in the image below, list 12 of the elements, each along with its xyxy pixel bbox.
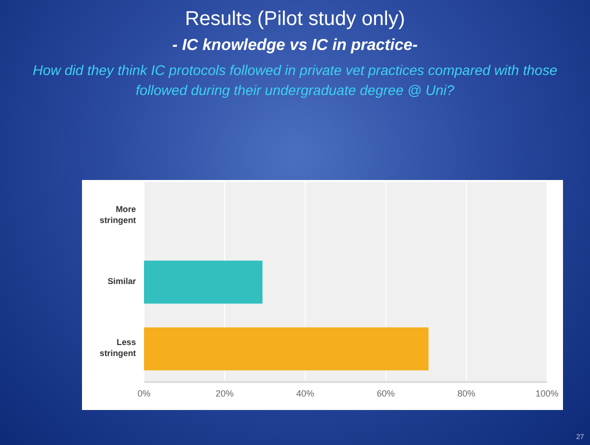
x-tick-label: 40%	[296, 388, 314, 398]
text: How did they think IC protocols followed in private vet practices compared with those followed during their undergraduate degree @ Uni?	[32, 61, 558, 100]
y-tick-label: Similar	[108, 276, 137, 286]
y-tick-label: Less stringent	[100, 337, 136, 358]
chart-subtitle: - IC knowledge vs IC in practice-	[171, 37, 419, 55]
x-tick-label: 20%	[216, 388, 234, 398]
y-tick-label: More stringent	[100, 204, 136, 226]
x-tick-label: 100%	[535, 388, 559, 398]
x-tick-label: 60%	[376, 388, 395, 398]
x-tick-label: 0%	[137, 388, 151, 398]
chart-title: Results (Pilot study only)	[184, 8, 406, 31]
x-tick-label: 80%	[457, 388, 476, 398]
